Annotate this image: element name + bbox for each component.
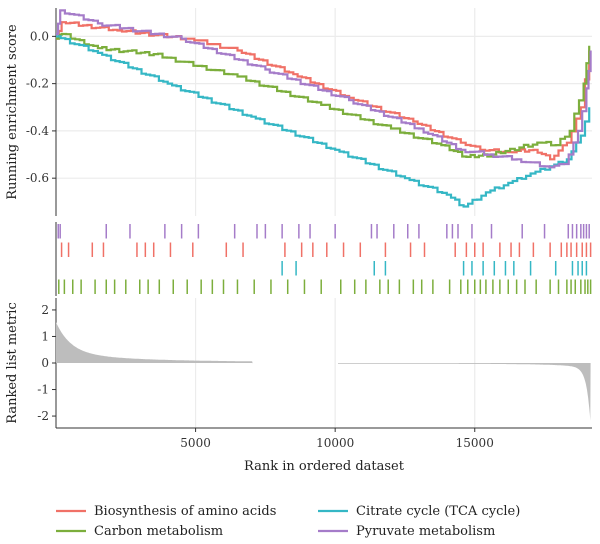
enrichment-score-panel: 0.0 -0.2 -0.4 -0.6 — [26, 8, 592, 216]
series-line-carbon-metabolism — [56, 32, 591, 159]
enrichment-y-tick-label: -0.2 — [26, 77, 49, 91]
legend-label-carbon-metabolism: Carbon metabolism — [94, 524, 223, 539]
metric-area-positive — [56, 322, 253, 364]
metric-y-tick-label: 2 — [41, 303, 49, 317]
metric-area-negative — [338, 363, 591, 421]
metric-y-tick-label: 0 — [41, 356, 49, 370]
metric-y-tick-label: 1 — [41, 329, 49, 343]
hit-rank-panel — [55, 222, 592, 296]
enrichment-y-axis-title: Running enrichment score — [5, 24, 20, 200]
x-tick-label: 10000 — [316, 436, 354, 450]
series-line-pyruvate-metabolism — [56, 9, 592, 169]
series-line-citrate-cycle-tca-cycle- — [56, 35, 591, 208]
ranked-metric-panel: 2 1 0 -1 -2 — [37, 298, 591, 428]
x-axis: 5000 10000 15000 — [56, 427, 592, 450]
legend: Biosynthesis of amino acids Citrate cycle… — [56, 504, 520, 539]
x-tick-label: 5000 — [180, 436, 211, 450]
legend-label-biosynthesis-of-amino-acids: Biosynthesis of amino acids — [94, 504, 276, 519]
metric-y-axis-title: Ranked list metric — [5, 302, 20, 423]
legend-label-pyruvate-metabolism: Pyruvate metabolism — [356, 524, 495, 539]
enrichment-y-tick-label: -0.6 — [26, 171, 49, 185]
enrichment-y-tick-label: 0.0 — [30, 29, 49, 43]
x-tick-label: 15000 — [456, 436, 494, 450]
legend-label-citrate-cycle-tca-cycle-: Citrate cycle (TCA cycle) — [356, 504, 520, 519]
metric-y-tick-label: -2 — [37, 409, 49, 423]
metric-y-tick-label: -1 — [37, 383, 49, 397]
enrichment-y-tick-label: -0.4 — [26, 124, 50, 138]
x-axis-title: Rank in ordered dataset — [244, 459, 405, 474]
